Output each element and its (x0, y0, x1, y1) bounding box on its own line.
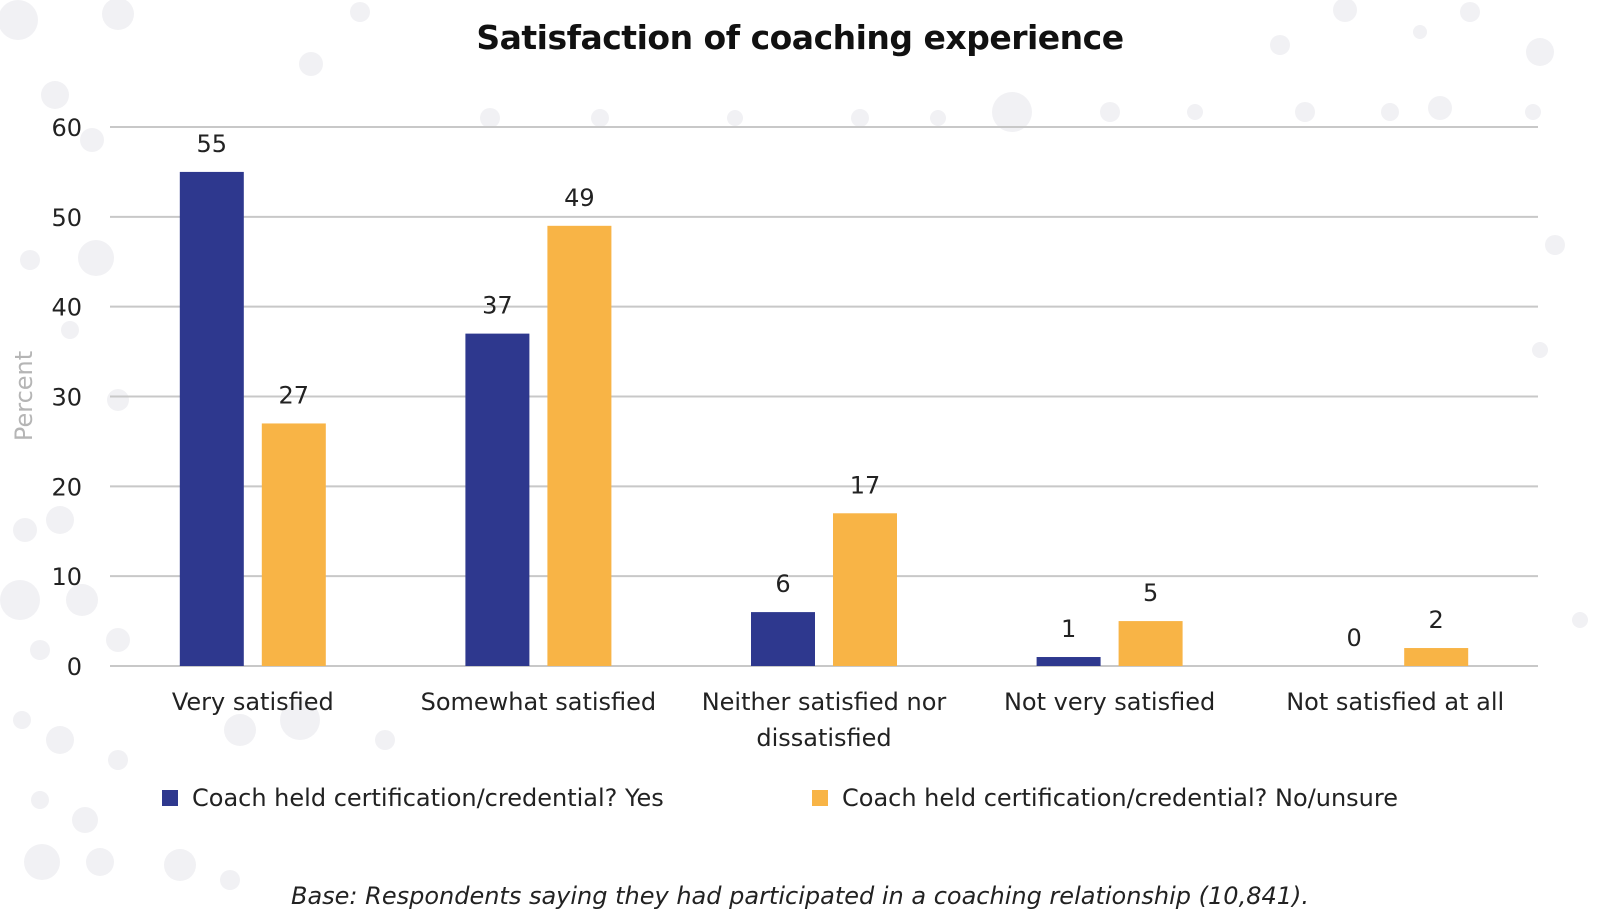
bar-no-unsure (1118, 621, 1183, 666)
x-tick-label: Not satisfied at all (1286, 688, 1504, 716)
background-dot (350, 2, 370, 22)
y-tick-label: 20 (51, 473, 82, 501)
background-dot (1526, 38, 1554, 66)
background-dot (375, 730, 395, 750)
background-dot (280, 700, 320, 740)
bar-no-unsure (833, 513, 897, 666)
data-label: 27 (279, 381, 310, 409)
background-dot (86, 848, 114, 876)
data-label: 5 (1143, 579, 1158, 607)
background-dot (992, 92, 1032, 132)
background-dot (106, 628, 130, 652)
y-tick-label: 30 (51, 384, 82, 412)
background-dot (13, 711, 31, 729)
bar-yes (1036, 657, 1101, 666)
background-dot (61, 321, 79, 339)
background-dot (1532, 342, 1548, 358)
background-dot (1525, 104, 1541, 120)
data-label: 49 (564, 184, 595, 212)
background-dot (80, 128, 104, 152)
legend-item-no-unsure: Coach held certification/credential? No/… (812, 784, 1398, 812)
data-label: 37 (482, 292, 513, 320)
data-labels: 55 27 37 49 6 17 1 5 0 2 (197, 130, 1444, 652)
background-dot (30, 640, 50, 660)
y-tick-label: 60 (51, 114, 82, 142)
background-dot (1270, 35, 1290, 55)
legend-item-yes: Coach held certification/credential? Yes (162, 784, 664, 812)
background-dot (1413, 25, 1427, 39)
legend: Coach held certification/credential? Yes… (0, 784, 1600, 820)
bar-yes (465, 333, 530, 666)
bar-yes (751, 612, 815, 666)
background-dot (164, 849, 196, 881)
background-dot (480, 108, 500, 128)
background-dot (930, 110, 946, 126)
data-label: 2 (1429, 606, 1444, 634)
background-dot (851, 109, 869, 127)
data-label: 0 (1347, 624, 1362, 652)
background-dot (1428, 96, 1452, 120)
background-dot (66, 584, 98, 616)
legend-label-no-unsure: Coach held certification/credential? No/… (842, 784, 1398, 812)
background-dot (46, 726, 74, 754)
x-axis-labels: Very satisfied Somewhat satisfied Neither … (172, 688, 1504, 752)
data-label: 1 (1061, 615, 1076, 643)
legend-label-yes: Coach held certification/credential? Yes (192, 784, 664, 812)
bar-no-unsure (1404, 648, 1469, 666)
gridlines (110, 126, 1538, 667)
bar-yes (179, 171, 244, 666)
background-dot (46, 506, 74, 534)
chart-title: Satisfaction of coaching experience (476, 18, 1124, 57)
background-dot (1545, 235, 1565, 255)
background-dot (0, 580, 40, 620)
background-dot (1572, 612, 1588, 628)
data-label: 6 (775, 570, 790, 598)
x-tick-label: Not very satisfied (1004, 688, 1215, 716)
bar-no-unsure (547, 225, 612, 667)
x-tick-label: Very satisfied (172, 688, 334, 716)
background-dot (727, 110, 743, 126)
y-axis-label: Percent (10, 351, 38, 441)
legend-swatch-yes (162, 790, 178, 806)
background-dot (31, 791, 49, 809)
background-dot (591, 109, 609, 127)
background-dot (1460, 2, 1480, 22)
data-label: 55 (197, 130, 228, 158)
footnote: Base: Respondents saying they had partic… (290, 882, 1309, 910)
legend-swatch-no-unsure (812, 790, 828, 806)
background-dot (24, 844, 60, 880)
x-tick-label: Somewhat satisfied (421, 688, 657, 716)
y-tick-label: 50 (51, 204, 82, 232)
background-dot (1333, 0, 1357, 22)
y-axis-ticks: 0 10 20 30 40 50 60 (51, 114, 82, 681)
data-label: 17 (850, 471, 881, 499)
y-tick-label: 0 (67, 653, 82, 681)
background-dot (41, 81, 69, 109)
background-dot (102, 0, 134, 30)
background-dot (1100, 102, 1120, 122)
bar-no-unsure (261, 423, 326, 666)
background-dot (13, 518, 37, 542)
y-tick-label: 10 (51, 563, 82, 591)
background-dot (1295, 102, 1315, 122)
background-dot (78, 240, 114, 276)
bars (179, 171, 1469, 667)
y-tick-label: 40 (51, 294, 82, 322)
background-dot (108, 750, 128, 770)
background-dot (220, 870, 240, 890)
background-dot (0, 0, 38, 40)
background-dot (72, 807, 98, 833)
background-dot (299, 52, 323, 76)
background-dot (107, 389, 129, 411)
background-dot (224, 714, 256, 746)
background-dot (20, 250, 40, 270)
background-dot (1381, 103, 1399, 121)
background-dot (1187, 104, 1203, 120)
x-tick-label: dissatisfied (756, 724, 891, 752)
x-tick-label: Neither satisfied nor (702, 688, 947, 716)
